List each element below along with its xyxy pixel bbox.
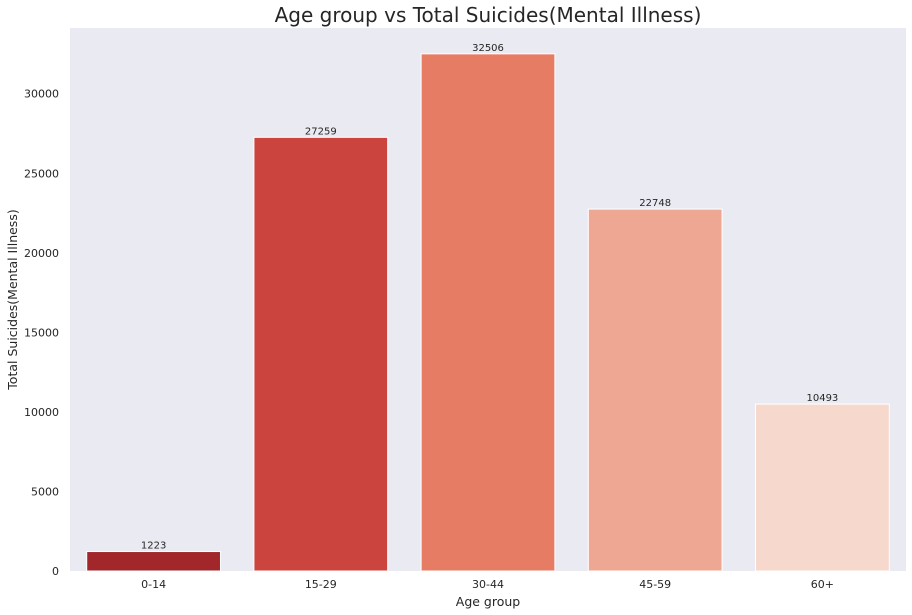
chart-title: Age group vs Total Suicides(Mental Illne…: [275, 3, 702, 27]
y-tick-label: 15000: [24, 326, 59, 339]
bars-group: [86, 53, 890, 572]
bar-value-label: 27259: [305, 126, 337, 137]
y-tick-label: 10000: [24, 406, 59, 419]
x-axis-title: Age group: [456, 594, 521, 609]
value-labels-group: 1223 27259 32506 22748 10493: [141, 43, 838, 552]
bar-15-29: [253, 136, 389, 572]
x-tick-label: 60+: [811, 578, 834, 591]
y-axis-ticks: 0 5000 10000 15000 20000 25000 30000: [24, 88, 59, 578]
y-tick-label: 5000: [31, 485, 59, 498]
x-tick-label: 45-59: [639, 578, 671, 591]
y-axis-title: Total Suicides(Mental Illness): [5, 209, 20, 390]
bar-value-label: 10493: [806, 393, 838, 404]
bar-45-59: [587, 208, 723, 572]
x-tick-label: 15-29: [305, 578, 337, 591]
y-tick-label: 20000: [24, 247, 59, 260]
y-tick-label: 25000: [24, 167, 59, 180]
bar-value-label: 1223: [141, 541, 166, 552]
bar-0-14: [86, 551, 221, 572]
y-tick-label: 0: [52, 565, 59, 578]
x-tick-label: 0-14: [141, 578, 166, 591]
x-tick-label: 30-44: [472, 578, 504, 591]
bar-value-label: 22748: [639, 198, 671, 209]
y-tick-label: 30000: [24, 88, 59, 101]
bar-value-label: 32506: [472, 43, 504, 54]
x-axis-ticks: 0-14 15-29 30-44 45-59 60+: [141, 578, 834, 591]
bar-60+: [755, 403, 890, 572]
bar-30-44: [420, 53, 556, 572]
